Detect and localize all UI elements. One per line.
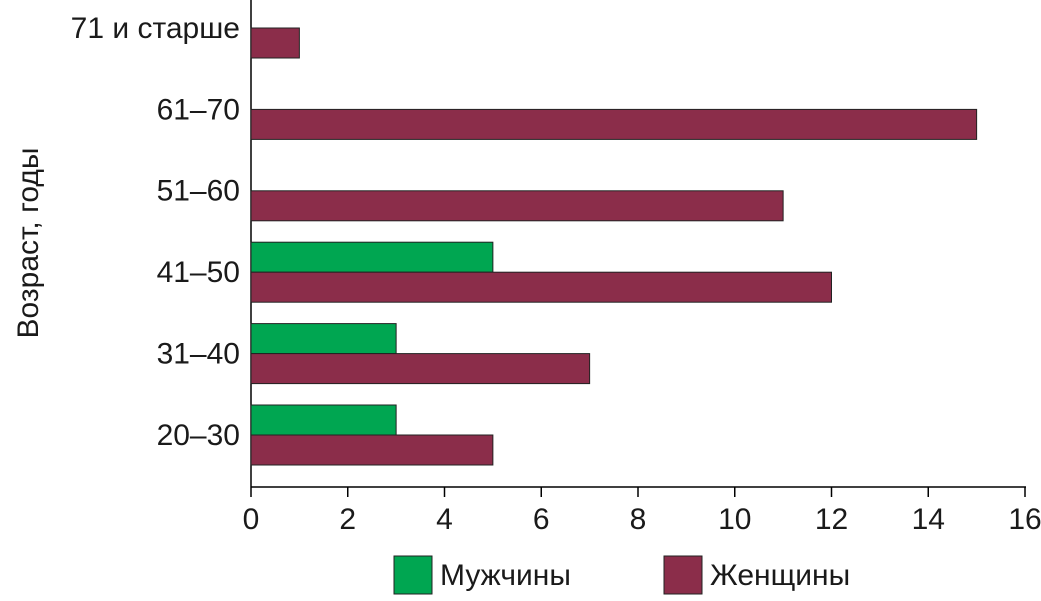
- y-tick-label: 51–60: [157, 175, 240, 208]
- x-tick-label: 0: [243, 503, 260, 536]
- x-tick-label: 2: [339, 503, 356, 536]
- bar: [250, 434, 494, 466]
- y-tick-label: 31–40: [157, 338, 240, 371]
- x-tick-label: 6: [533, 503, 550, 536]
- legend-swatch: [393, 555, 433, 595]
- y-tick-label: 61–70: [157, 93, 240, 126]
- bar: [250, 190, 784, 222]
- y-axis-label: Возраст, годы: [12, 148, 45, 339]
- bar: [250, 323, 397, 355]
- x-tick-label: 10: [718, 503, 751, 536]
- bar: [250, 27, 300, 59]
- bar: [250, 108, 978, 140]
- y-tick-label: 71 и старше: [71, 12, 240, 45]
- x-tick-label: 8: [630, 503, 647, 536]
- y-tick-label: 20–30: [157, 419, 240, 452]
- x-tick-label: 12: [815, 503, 848, 536]
- bar: [250, 271, 832, 303]
- bar: [250, 241, 494, 273]
- x-tick-label: 14: [912, 503, 945, 536]
- legend-label: Женщины: [710, 559, 850, 592]
- legend-label: Мужчины: [440, 559, 571, 592]
- x-tick-label: 4: [436, 503, 453, 536]
- x-tick-label: 16: [1008, 503, 1041, 536]
- bar: [250, 353, 591, 385]
- y-tick-label: 41–50: [157, 256, 240, 289]
- legend-swatch: [663, 555, 703, 595]
- bar: [250, 404, 397, 436]
